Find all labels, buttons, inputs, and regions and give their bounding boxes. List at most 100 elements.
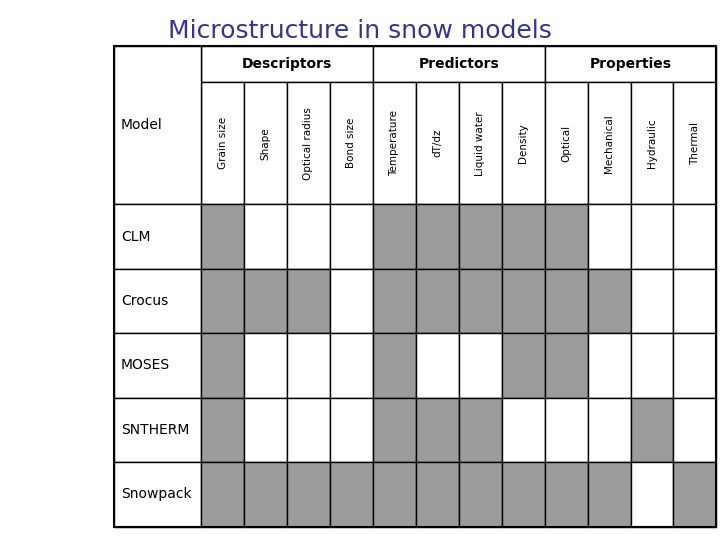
Bar <box>502 269 544 333</box>
Bar <box>287 397 330 462</box>
Text: Crocus: Crocus <box>121 294 168 308</box>
Bar <box>673 205 716 269</box>
Bar <box>114 333 201 397</box>
Bar <box>287 82 330 205</box>
Bar <box>673 397 716 462</box>
Bar <box>244 397 287 462</box>
Bar <box>201 333 244 397</box>
Bar <box>631 462 673 526</box>
Text: MOSES: MOSES <box>121 359 170 373</box>
Bar <box>330 333 373 397</box>
Bar <box>416 462 459 526</box>
Bar <box>459 333 502 397</box>
Bar <box>544 205 588 269</box>
Bar <box>244 82 287 205</box>
Bar <box>287 205 330 269</box>
Bar <box>459 269 502 333</box>
Bar <box>502 333 544 397</box>
Bar <box>287 462 330 526</box>
Bar <box>287 269 330 333</box>
Text: Grain size: Grain size <box>217 117 228 169</box>
Bar <box>244 333 287 397</box>
Bar <box>373 333 416 397</box>
Bar <box>373 46 544 82</box>
Bar <box>201 82 244 205</box>
Bar <box>588 205 631 269</box>
Bar <box>544 269 588 333</box>
Bar <box>114 462 201 526</box>
Bar <box>502 205 544 269</box>
Bar <box>330 205 373 269</box>
Bar <box>544 462 588 526</box>
Bar <box>416 397 459 462</box>
Bar <box>544 333 588 397</box>
Bar <box>673 462 716 526</box>
Bar <box>673 82 716 205</box>
Text: Bond size: Bond size <box>346 118 356 168</box>
Text: Properties: Properties <box>590 57 672 71</box>
Bar <box>673 269 716 333</box>
Bar <box>114 269 201 333</box>
Text: dT/dz: dT/dz <box>432 129 442 158</box>
Bar <box>459 397 502 462</box>
Bar <box>544 82 588 205</box>
Bar <box>373 397 416 462</box>
Bar <box>588 397 631 462</box>
Bar <box>416 333 459 397</box>
Text: Thermal: Thermal <box>690 122 700 165</box>
Bar <box>373 82 416 205</box>
Bar <box>502 82 544 205</box>
Text: Model: Model <box>121 118 163 132</box>
Bar <box>631 333 673 397</box>
Bar <box>287 333 330 397</box>
Bar <box>330 82 373 205</box>
Bar <box>544 46 716 82</box>
Bar <box>114 46 201 205</box>
Text: Optical radius: Optical radius <box>304 107 313 180</box>
Bar <box>588 269 631 333</box>
Bar <box>631 397 673 462</box>
Bar <box>631 205 673 269</box>
Bar <box>330 462 373 526</box>
Bar <box>673 333 716 397</box>
Bar <box>201 46 373 82</box>
Text: Shape: Shape <box>261 127 271 159</box>
Bar <box>114 46 716 526</box>
Bar <box>588 462 631 526</box>
Bar <box>373 462 416 526</box>
Bar <box>201 462 244 526</box>
Bar <box>201 205 244 269</box>
Bar <box>330 397 373 462</box>
Bar <box>459 82 502 205</box>
Bar <box>244 462 287 526</box>
Bar <box>416 205 459 269</box>
Bar <box>416 82 459 205</box>
Text: Microstructure in snow models: Microstructure in snow models <box>168 19 552 43</box>
Text: Hydraulic: Hydraulic <box>647 118 657 168</box>
Bar <box>244 269 287 333</box>
Bar <box>459 205 502 269</box>
Bar <box>416 269 459 333</box>
Bar <box>244 205 287 269</box>
Text: Snowpack: Snowpack <box>121 487 192 501</box>
Text: Optical: Optical <box>561 125 571 162</box>
Text: Descriptors: Descriptors <box>242 57 332 71</box>
Bar <box>631 82 673 205</box>
Text: Density: Density <box>518 123 528 163</box>
Text: Mechanical: Mechanical <box>604 114 614 173</box>
Text: Liquid water: Liquid water <box>475 111 485 176</box>
Bar <box>588 82 631 205</box>
Text: CLM: CLM <box>121 230 150 244</box>
Bar <box>373 269 416 333</box>
Bar <box>502 397 544 462</box>
Bar <box>459 462 502 526</box>
Bar <box>373 205 416 269</box>
Text: Predictors: Predictors <box>418 57 499 71</box>
Bar <box>201 269 244 333</box>
Bar <box>544 397 588 462</box>
Text: Temperature: Temperature <box>390 110 400 176</box>
Bar <box>631 269 673 333</box>
Bar <box>114 205 201 269</box>
Bar <box>201 397 244 462</box>
Bar <box>502 462 544 526</box>
